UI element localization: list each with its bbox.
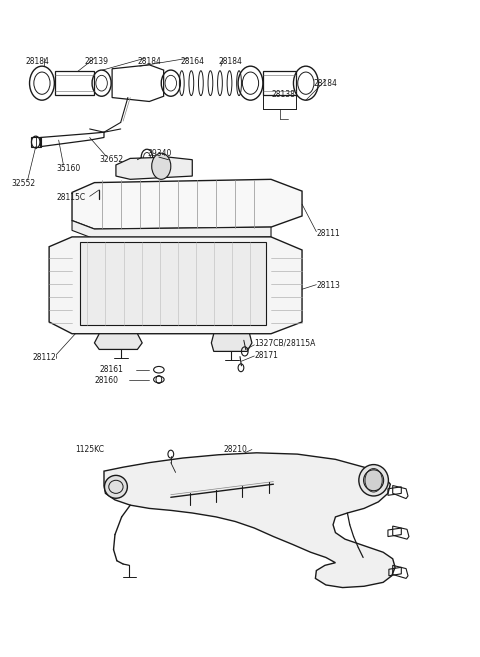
Text: 28115C: 28115C — [56, 193, 85, 202]
Polygon shape — [104, 453, 395, 587]
Text: 1327CB/28115A: 1327CB/28115A — [254, 338, 316, 348]
Text: 1125KC: 1125KC — [75, 445, 104, 454]
Text: 28184: 28184 — [25, 57, 49, 66]
Polygon shape — [72, 221, 271, 239]
Text: 28139: 28139 — [85, 57, 109, 66]
Text: 28111: 28111 — [316, 229, 340, 238]
Text: 28184: 28184 — [218, 57, 242, 66]
Text: 39340: 39340 — [147, 148, 171, 158]
Text: 28138: 28138 — [271, 90, 295, 99]
Text: 32552: 32552 — [11, 179, 35, 188]
Ellipse shape — [105, 476, 127, 498]
Text: 28171: 28171 — [254, 351, 278, 360]
Circle shape — [152, 153, 171, 179]
Ellipse shape — [359, 464, 388, 496]
Text: 28164: 28164 — [180, 57, 204, 66]
Polygon shape — [80, 242, 266, 325]
Text: 28160: 28160 — [95, 376, 119, 385]
Polygon shape — [72, 179, 302, 229]
Text: 28184: 28184 — [314, 79, 338, 87]
Polygon shape — [95, 334, 142, 350]
Polygon shape — [116, 157, 192, 179]
Text: 28184: 28184 — [137, 57, 161, 66]
Polygon shape — [49, 237, 302, 334]
Text: 35160: 35160 — [56, 164, 81, 173]
Text: 28161: 28161 — [99, 365, 123, 374]
Polygon shape — [211, 334, 252, 351]
Text: 28112: 28112 — [33, 353, 56, 363]
Text: 32652: 32652 — [99, 155, 123, 164]
Ellipse shape — [364, 470, 384, 491]
Text: 28210: 28210 — [223, 445, 247, 454]
Text: 28113: 28113 — [316, 281, 340, 290]
